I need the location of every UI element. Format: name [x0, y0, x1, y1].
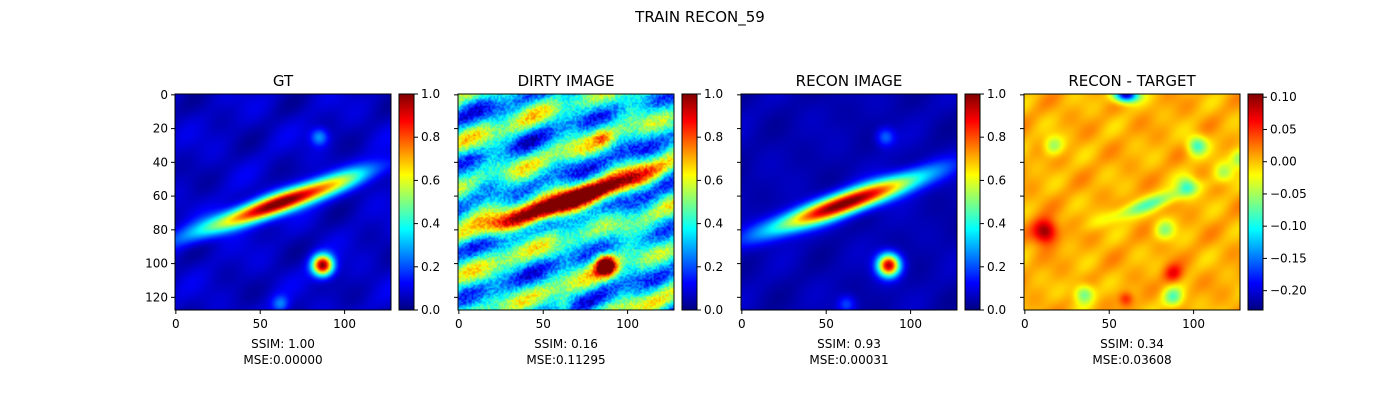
heatmap-image [1024, 94, 1240, 310]
colorbar [1247, 93, 1264, 311]
x-tick-label: 0 [172, 317, 180, 331]
x-tick-label: 100 [333, 317, 356, 331]
colorbar-tick-label: −0.20 [1270, 284, 1307, 298]
panel-title: DIRTY IMAGE [518, 72, 615, 90]
y-tick-label: 100 [145, 257, 168, 271]
x-tick-label: 50 [819, 317, 834, 331]
colorbar-tick-label: 0.2 [704, 260, 723, 274]
metric-label: SSIM: 0.16 [534, 337, 598, 351]
y-tick-label: 0 [160, 88, 168, 102]
colorbar [398, 93, 415, 311]
colorbar-tick-label: −0.10 [1270, 219, 1307, 233]
panel-1: GT 0 20 40 60 80 100 120 0 50 100 SSIM: 1.00 MSE:0.0… [145, 72, 440, 367]
colorbar-tick-label: 0.00 [1270, 155, 1297, 169]
colorbar-tick-label: 0.6 [704, 173, 723, 187]
axes-frame [457, 93, 675, 311]
colorbar-tick-label: 0.6 [987, 173, 1006, 187]
x-tick-label: 50 [253, 317, 268, 331]
metric-label: SSIM: 0.34 [1100, 337, 1164, 351]
y-tick-label: 20 [153, 122, 168, 136]
colorbar-tick-label: 0.4 [421, 217, 440, 231]
colorbar [681, 93, 698, 311]
axes-frame [174, 93, 392, 311]
colorbar-tick-label: 0.6 [421, 173, 440, 187]
metric-label: MSE:0.00000 [243, 353, 322, 367]
colorbar-tick-label: 1.0 [704, 87, 723, 101]
colorbar-tick-label: 1.0 [421, 87, 440, 101]
figure-title: TRAIN RECON_59 [634, 8, 765, 27]
y-tick-label: 120 [145, 290, 168, 304]
x-tick-label: 0 [455, 317, 463, 331]
y-tick-label: 80 [153, 223, 168, 237]
x-tick-label: 0 [738, 317, 746, 331]
x-tick-label: 100 [899, 317, 922, 331]
colorbar-tick-label: 0.8 [704, 130, 723, 144]
panel-4: RECON - TARGET 0 50 100 SSIM: 0.34 MSE:0.0360… [1020, 72, 1307, 367]
colorbar-tick-label: 0.2 [421, 260, 440, 274]
metric-label: SSIM: 0.93 [817, 337, 881, 351]
metric-label: MSE:0.03608 [1092, 353, 1171, 367]
panel-title: RECON - TARGET [1068, 72, 1196, 90]
metric-label: MSE:0.11295 [526, 353, 605, 367]
colorbar-tick-label: 0.8 [987, 130, 1006, 144]
heatmap-image [458, 94, 674, 310]
x-tick-label: 0 [1021, 317, 1029, 331]
metric-label: SSIM: 1.00 [251, 337, 315, 351]
x-tick-label: 50 [536, 317, 551, 331]
colorbar-tick-label: 0.4 [704, 217, 723, 231]
metric-label: MSE:0.00031 [809, 353, 888, 367]
x-tick-label: 100 [1182, 317, 1205, 331]
colorbar-tick-label: 0.0 [421, 303, 440, 317]
colorbar-tick-label: 1.0 [987, 87, 1006, 101]
y-tick-label: 60 [153, 189, 168, 203]
colorbar-tick-label: 0.8 [421, 130, 440, 144]
colorbar [964, 93, 981, 311]
panel-2: DIRTY IMAGE 0 50 100 SSIM: 0.16 MSE:0.11295 0.… [454, 72, 723, 367]
colorbar-tick-label: −0.15 [1270, 251, 1307, 265]
heatmap-image [741, 94, 957, 310]
panel-3: RECON IMAGE 0 50 100 SSIM: 0.93 MSE:0.00031 0.… [737, 72, 1006, 367]
y-tick-label: 40 [153, 155, 168, 169]
heatmap-image [175, 94, 391, 310]
colorbar-tick-label: 0.05 [1270, 122, 1297, 136]
colorbar-tick-label: 0.2 [987, 260, 1006, 274]
colorbar-tick-label: −0.05 [1270, 187, 1307, 201]
panel-title: RECON IMAGE [796, 72, 903, 90]
axes-frame [1023, 93, 1241, 311]
colorbar-tick-label: 0.0 [987, 303, 1006, 317]
colorbar-tick-label: 0.10 [1270, 90, 1297, 104]
x-tick-label: 50 [1102, 317, 1117, 331]
panel-title: GT [273, 72, 294, 90]
colorbar-tick-label: 0.4 [987, 217, 1006, 231]
x-tick-label: 100 [616, 317, 639, 331]
axes-frame [740, 93, 958, 311]
colorbar-tick-label: 0.0 [704, 303, 723, 317]
